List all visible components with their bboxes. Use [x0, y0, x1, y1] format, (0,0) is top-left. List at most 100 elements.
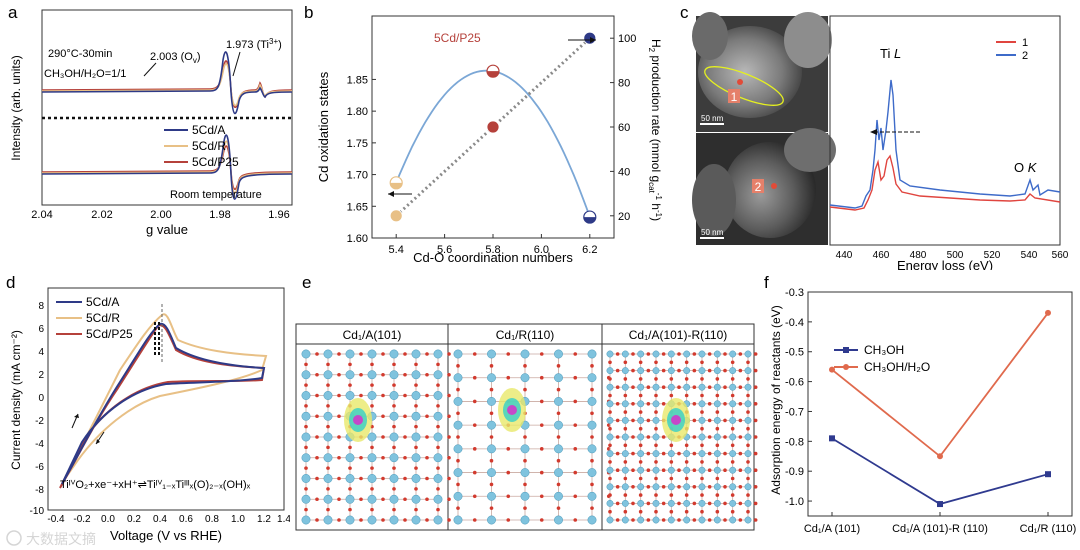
- panel-d-letter: d: [6, 273, 15, 292]
- tem-image-1: 1 50 nm: [692, 12, 832, 132]
- o-atom: [337, 372, 341, 377]
- ti-atom: [606, 499, 614, 507]
- tick-label: 5.8: [485, 244, 500, 256]
- tick-label: 0.2: [127, 514, 141, 525]
- o-atom: [315, 518, 319, 522]
- tick-label: 0: [38, 393, 44, 404]
- ti-atom: [744, 499, 752, 507]
- o-atom: [692, 518, 697, 522]
- tem-marker-2: 2: [755, 180, 762, 194]
- ti-atom: [389, 411, 399, 421]
- panel-b-ylabel-left: Cd oxidation states: [316, 71, 331, 182]
- ti-atom: [621, 433, 629, 441]
- o-atom: [638, 377, 643, 381]
- o-atom: [684, 360, 689, 365]
- o-atom: [436, 507, 440, 512]
- o-atom: [472, 447, 477, 451]
- ti-atom: [713, 383, 721, 391]
- tick-label: 1.2: [257, 514, 271, 525]
- o-atom: [707, 518, 712, 522]
- ti-atom: [554, 515, 563, 525]
- header-cd1-a101: Cd₁/A(101): [343, 328, 402, 342]
- ti-atom: [345, 349, 355, 359]
- o-atom: [425, 435, 429, 439]
- ti-atom: [667, 466, 675, 474]
- o-atom: [738, 468, 743, 472]
- ti-atom: [323, 370, 333, 380]
- o-atom: [661, 485, 666, 489]
- o-atom: [646, 435, 651, 439]
- ti-atom: [587, 491, 597, 501]
- tick-label: 20: [618, 211, 630, 223]
- o-atom: [738, 368, 743, 373]
- ti-atom: [487, 515, 496, 525]
- o-atom: [707, 368, 712, 373]
- tick-label: 1.4: [277, 514, 290, 525]
- ti-atom: [652, 483, 660, 491]
- ti-atom: [667, 450, 675, 458]
- ti-atom: [698, 516, 706, 524]
- o-atom: [472, 470, 477, 475]
- ti-atom: [554, 420, 563, 430]
- o-atom: [456, 435, 460, 439]
- ti-atom: [389, 349, 399, 359]
- o-atom: [573, 399, 578, 404]
- o-atom: [661, 402, 666, 406]
- ti-atom: [411, 411, 421, 421]
- ti-atom: [637, 433, 645, 441]
- panel-d-cv-curves: [59, 313, 268, 489]
- oxidation-state-curve: [395, 69, 591, 218]
- o-atom: [556, 435, 561, 439]
- panel-a-ylabel: Intensity (arb. units): [9, 55, 23, 160]
- o-atom: [315, 497, 319, 502]
- o-atom: [638, 393, 643, 398]
- panel-b-chart: b 1.60 1.65 1.70 1.75 1.80 1.85 20 40 60 80 100 5…: [304, 3, 663, 265]
- o-atom: [381, 476, 385, 481]
- ti-atom: [433, 391, 443, 400]
- o-atom: [615, 385, 620, 389]
- o-atom: [738, 435, 743, 439]
- ti-atom: [389, 515, 399, 525]
- o-atom: [746, 460, 750, 464]
- o-atom: [753, 468, 758, 472]
- o-atom: [677, 501, 681, 506]
- tick-label: 560: [1052, 250, 1069, 261]
- o-atom: [654, 426, 658, 431]
- tick-label: 6.2: [582, 244, 597, 256]
- o-atom: [315, 352, 319, 356]
- ti-atom: [389, 432, 399, 442]
- tick-label: 6: [38, 324, 44, 335]
- o-atom: [746, 410, 750, 414]
- o-atom: [523, 364, 527, 368]
- ti-atom: [487, 349, 496, 359]
- ti-atom: [606, 367, 614, 375]
- o-atom: [677, 368, 681, 373]
- header-cd1-a101-r110: Cd₁/A(101)-R(110): [629, 328, 728, 342]
- o-atom: [654, 443, 658, 448]
- o-atom: [326, 507, 330, 512]
- o-atom: [623, 460, 628, 464]
- o-atom: [638, 476, 643, 481]
- o-atom: [669, 493, 674, 497]
- o-atom: [746, 393, 750, 398]
- o-atom: [738, 451, 743, 456]
- ti-atom: [744, 433, 752, 441]
- o-atom: [403, 518, 407, 522]
- o-atom: [692, 418, 697, 423]
- ti-atom: [698, 383, 706, 391]
- o-atom: [723, 518, 727, 522]
- o-atom: [425, 393, 429, 398]
- panel-a-frame: [41, 9, 293, 206]
- ti-atom: [652, 350, 660, 358]
- o-atom: [715, 377, 720, 381]
- o-atom: [304, 445, 308, 450]
- legend-5cd-p25: 5Cd/P25: [86, 327, 133, 341]
- ti-atom: [606, 433, 614, 441]
- o-atom: [315, 455, 319, 460]
- o-atom: [573, 375, 578, 380]
- o-atom: [753, 352, 758, 356]
- ti-atom: [345, 391, 355, 400]
- o-atom: [677, 385, 681, 389]
- ti-atom: [367, 432, 377, 442]
- ti-atom: [744, 350, 752, 358]
